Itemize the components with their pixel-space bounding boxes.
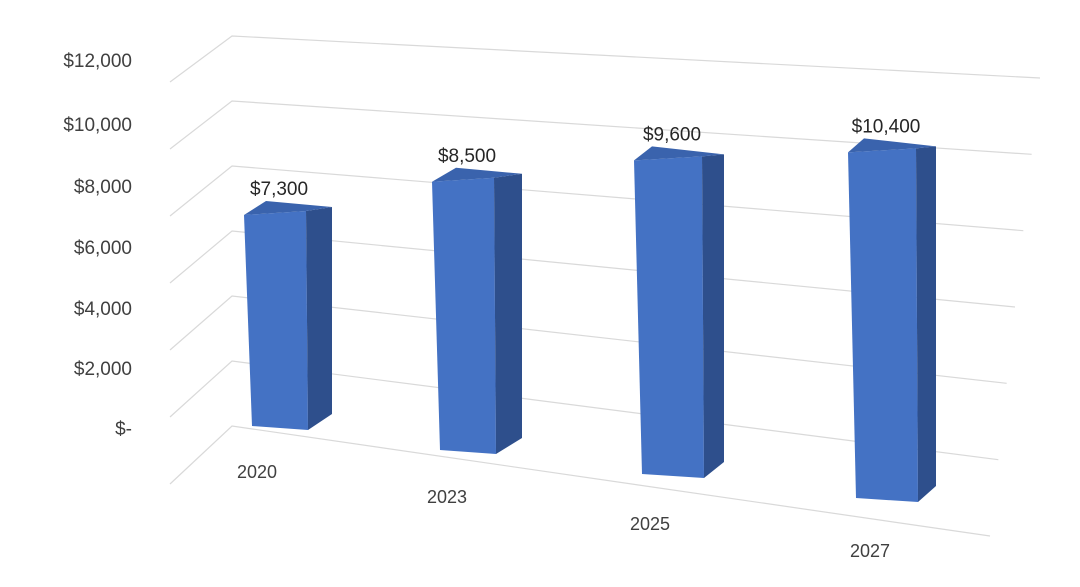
bar [432,167,522,454]
gridline [169,165,1024,232]
gridline [169,360,999,461]
bar-side-face [494,173,522,454]
y-tick-label: $8,000 [74,177,132,198]
data-label: $7,300 [250,179,308,200]
y-tick-label: $- [115,419,132,440]
data-label: $8,500 [438,146,496,167]
bar [848,138,936,502]
data-label: $9,600 [643,124,701,145]
x-axis-category-labels: 2020 2023 2025 2027 [237,462,890,561]
gridline [169,425,991,537]
gridline [169,100,1032,155]
bar-front-face [634,156,704,478]
bar-top-face [848,138,936,153]
gridline [169,295,1007,384]
data-labels: $7,300 $8,500 $9,600 $10,400 [250,116,920,200]
bar [244,201,332,430]
y-axis-tick-labels: $- $2,000 $4,000 $6,000 $8,000 $10,000 $12,000 [63,51,132,440]
bar-side-face [306,207,332,430]
bar-front-face [432,177,496,454]
bar-side-face [702,154,724,478]
data-label: $10,400 [852,116,921,137]
gridline [169,35,1041,83]
gridline [169,230,1016,308]
y-tick-label: $4,000 [74,299,132,320]
bar-top-face [244,201,332,215]
bar-front-face [244,211,308,430]
bar-top-face [634,146,724,161]
y-tick-label: $6,000 [74,238,132,259]
y-tick-label: $12,000 [63,51,132,72]
y-tick-label: $2,000 [74,359,132,380]
bar [634,146,724,478]
bar-top-face [432,167,522,182]
x-category-label: 2027 [850,541,890,561]
bar-front-face [848,148,918,502]
y-tick-label: $10,000 [63,115,132,136]
x-category-label: 2020 [237,462,277,482]
gridlines [169,35,1041,537]
x-category-label: 2023 [427,487,467,507]
bars [244,138,936,502]
bar-side-face [916,146,936,502]
x-category-label: 2025 [630,514,670,534]
